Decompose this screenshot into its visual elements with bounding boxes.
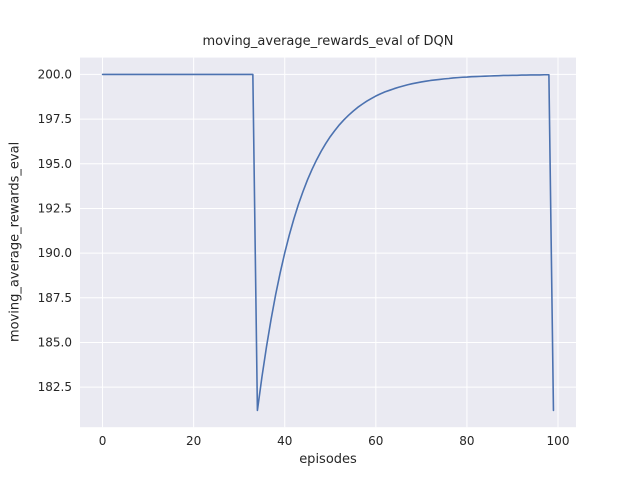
series-line [101, 73, 555, 412]
plot-background [80, 57, 576, 428]
y-tick-label: 187.5 [38, 291, 72, 305]
chart-title: moving_average_rewards_eval of DQN [202, 34, 454, 49]
x-tick-label: 60 [368, 434, 383, 448]
x-tick-label: 40 [277, 434, 292, 448]
y-tick-label: 197.5 [38, 112, 72, 126]
y-tick-label: 185.0 [38, 335, 72, 349]
y-tick-label: 192.5 [38, 201, 72, 215]
y-tick-label: 200.0 [38, 67, 72, 81]
x-tick-label: 0 [99, 434, 107, 448]
x-tick-label: 20 [186, 434, 201, 448]
x-tick-label: 80 [459, 434, 474, 448]
y-tick-label: 195.0 [38, 157, 72, 171]
x-axis-label: episodes [299, 452, 357, 467]
y-tick-label: 182.5 [38, 380, 72, 394]
x-tick-label: 100 [547, 434, 570, 448]
y-tick-label: 190.0 [38, 246, 72, 260]
